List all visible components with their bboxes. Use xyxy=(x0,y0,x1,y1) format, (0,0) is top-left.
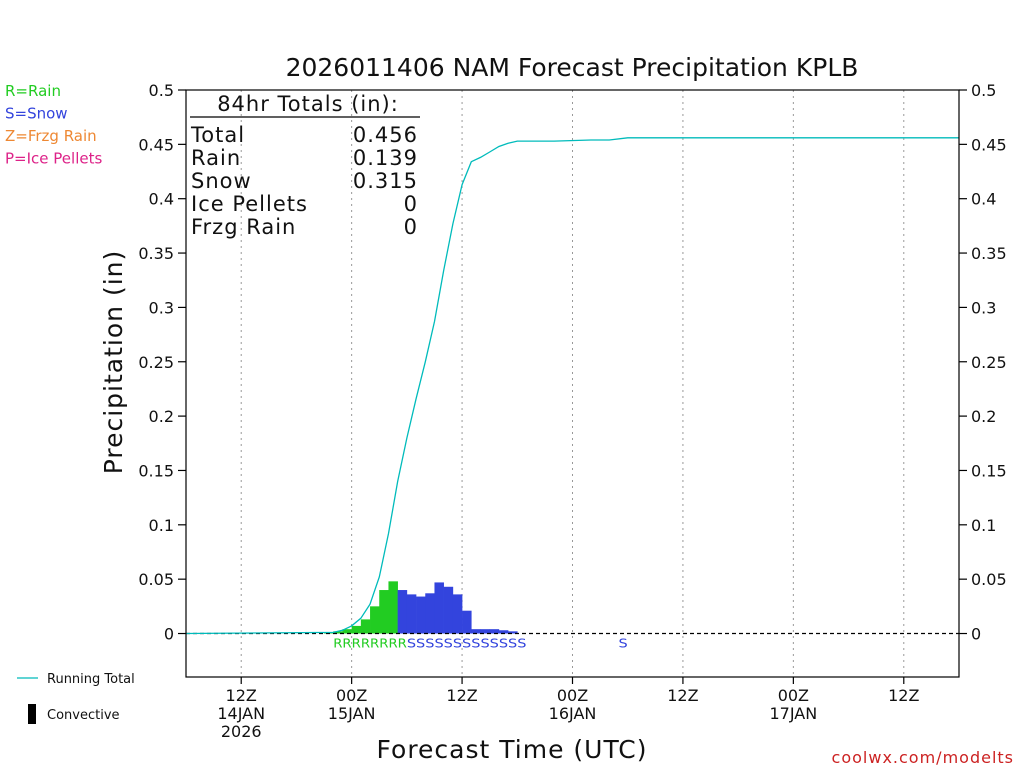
running-total-line xyxy=(185,137,959,635)
xtick-label-0-1: 14JAN xyxy=(217,704,265,723)
xtick-label-1-0: 00Z xyxy=(336,686,367,705)
ytick-label-left-3: 0.15 xyxy=(138,461,174,480)
ytick-label-right-1: 0.05 xyxy=(971,570,1007,589)
xtick-label-2-0: 12Z xyxy=(446,686,477,705)
xtick-label-3-0: 00Z xyxy=(557,686,588,705)
totals-value-2: 0.315 xyxy=(353,169,418,193)
ytick-label-left-6: 0.3 xyxy=(149,298,174,317)
precip-type-legend: R=Rain S=Snow Z=Frzg Rain P=Ice Pellets xyxy=(5,82,102,168)
totals-label-4: Frzg Rain xyxy=(191,215,296,239)
xtick-label-0-2: 2026 xyxy=(221,722,262,741)
bar-snow-8 xyxy=(397,590,408,634)
bar-snow-19 xyxy=(498,630,509,634)
type-mark-0: RRRRRRRR xyxy=(333,637,407,651)
totals-value-3: 0 xyxy=(404,192,418,216)
ytick-label-right-8: 0.4 xyxy=(971,190,996,209)
legend-bar-swatch xyxy=(28,704,36,724)
legend-type-3: P=Ice Pellets xyxy=(5,150,102,168)
legend-type-0: R=Rain xyxy=(5,82,61,100)
xtick-label-0-0: 12Z xyxy=(226,686,257,705)
bar-snow-12 xyxy=(434,582,444,634)
ytick-label-left-1: 0.05 xyxy=(138,570,174,589)
xtick-label-5-0: 00Z xyxy=(778,686,809,705)
totals-label-1: Rain xyxy=(191,146,241,170)
legend-type-1: S=Snow xyxy=(5,105,68,123)
xtick-label-4-0: 12Z xyxy=(667,686,698,705)
xtick-label-3-1: 16JAN xyxy=(549,704,597,723)
bar-snow-18 xyxy=(489,629,500,634)
bar-snow-13 xyxy=(443,586,454,634)
totals-header: 84hr Totals (in): xyxy=(217,92,399,116)
precip-bars xyxy=(324,581,518,634)
bar-rain-6 xyxy=(379,590,389,634)
totals-label-2: Snow xyxy=(191,169,252,193)
x-axis-label: Forecast Time (UTC) xyxy=(377,735,648,764)
bar-rain-5 xyxy=(370,606,380,634)
xtick-label-5-1: 17JAN xyxy=(769,704,817,723)
ytick-label-right-4: 0.2 xyxy=(971,407,996,426)
totals-box: 84hr Totals (in): Total 0.456 Rain 0.139 Snow… xyxy=(190,92,420,239)
bar-snow-20 xyxy=(508,631,518,634)
totals-label-0: Total xyxy=(190,123,245,147)
ytick-label-left-5: 0.25 xyxy=(138,353,174,372)
ytick-label-right-6: 0.3 xyxy=(971,298,996,317)
bar-snow-17 xyxy=(480,629,490,634)
ytick-label-right-10: 0.5 xyxy=(971,81,996,100)
legend-line-label-1: Convective xyxy=(47,708,120,723)
legend-type-2: Z=Frzg Rain xyxy=(5,127,97,145)
totals-value-1: 0.139 xyxy=(353,146,418,170)
credit-text: coolwx.com/modelts xyxy=(832,748,1014,767)
ytick-label-left-2: 0.1 xyxy=(149,516,174,535)
vertical-gridlines xyxy=(240,90,905,677)
y-axis-label: Precipitation (in) xyxy=(99,250,128,475)
chart-title: 2026011406 NAM Forecast Precipitation KP… xyxy=(286,53,859,82)
ytick-label-right-3: 0.15 xyxy=(971,461,1007,480)
bar-rain-7 xyxy=(388,581,398,634)
ytick-label-left-0: 0 xyxy=(164,625,174,644)
xtick-label-1-1: 15JAN xyxy=(328,704,376,723)
ytick-label-right-9: 0.45 xyxy=(971,135,1007,154)
bar-snow-14 xyxy=(452,594,463,634)
ytick-label-left-4: 0.2 xyxy=(149,407,174,426)
ytick-label-left-10: 0.5 xyxy=(149,81,174,100)
bar-snow-10 xyxy=(416,596,426,634)
bar-rain-4 xyxy=(360,619,371,634)
bar-snow-16 xyxy=(471,629,481,634)
ytick-label-left-7: 0.35 xyxy=(138,244,174,263)
bar-snow-11 xyxy=(425,593,435,634)
precip-type-markers: RRRRRRRR SSSSSSSSSSSSS S xyxy=(333,637,627,651)
ytick-label-right-0: 0 xyxy=(971,625,981,644)
xtick-label-6-0: 12Z xyxy=(888,686,919,705)
type-mark-1: SSSSSSSSSSSSS xyxy=(407,637,527,651)
y-axis-ticks: 0 00.05 0.050.1 0.10.15 0.150.2 0.20.25 0.250.… xyxy=(138,81,1006,644)
ytick-label-right-5: 0.25 xyxy=(971,353,1007,372)
series-legend: Running Total Convective xyxy=(17,672,135,724)
ytick-label-right-7: 0.35 xyxy=(971,244,1007,263)
totals-value-0: 0.456 xyxy=(353,123,418,147)
type-mark-2: S xyxy=(619,637,628,651)
bar-snow-9 xyxy=(406,594,417,634)
legend-line-label-0: Running Total xyxy=(47,672,135,687)
totals-value-4: 0 xyxy=(404,215,418,239)
bar-snow-15 xyxy=(462,610,472,634)
ytick-label-right-2: 0.1 xyxy=(971,516,996,535)
totals-label-3: Ice Pellets xyxy=(191,192,308,216)
bar-rain-2 xyxy=(342,629,352,634)
bar-rain-3 xyxy=(351,625,362,634)
ytick-label-left-8: 0.4 xyxy=(149,190,174,209)
ytick-label-left-9: 0.45 xyxy=(138,135,174,154)
bar-rain-1 xyxy=(333,631,343,634)
